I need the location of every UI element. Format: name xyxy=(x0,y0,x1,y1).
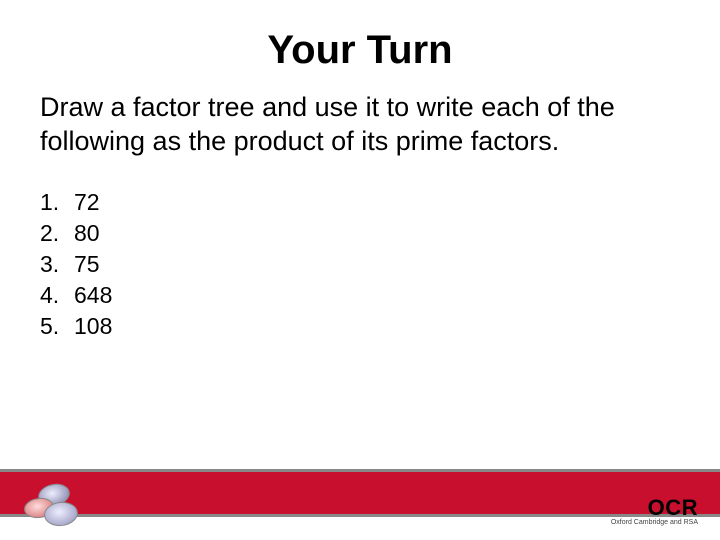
decorative-discs-icon xyxy=(22,476,80,526)
ocr-logo: OCR Oxford Cambridge and RSA xyxy=(611,495,698,526)
logo-main-text: OCR xyxy=(611,495,698,521)
list-item-value: 108 xyxy=(74,311,112,342)
list-item-value: 75 xyxy=(74,249,100,280)
logo-sub-text: Oxford Cambridge and RSA xyxy=(611,519,698,526)
list-item: 1. 72 xyxy=(40,187,720,218)
list-item-value: 80 xyxy=(74,218,100,249)
list-item: 2. 80 xyxy=(40,218,720,249)
list-item-number: 1. xyxy=(40,187,74,218)
list-item-number: 2. xyxy=(40,218,74,249)
list-item-number: 4. xyxy=(40,280,74,311)
list-item-number: 5. xyxy=(40,311,74,342)
list-item-value: 72 xyxy=(74,187,100,218)
slide-title: Your Turn xyxy=(0,0,720,83)
slide: Your Turn Draw a factor tree and use it … xyxy=(0,0,720,540)
list-item: 4. 648 xyxy=(40,280,720,311)
list-item: 5. 108 xyxy=(40,311,720,342)
list-item: 3. 75 xyxy=(40,249,720,280)
list-item-number: 3. xyxy=(40,249,74,280)
number-list: 1. 72 2. 80 3. 75 4. 648 5. 108 xyxy=(0,159,720,342)
instruction-text: Draw a factor tree and use it to write e… xyxy=(0,83,720,159)
list-item-value: 648 xyxy=(74,280,112,311)
